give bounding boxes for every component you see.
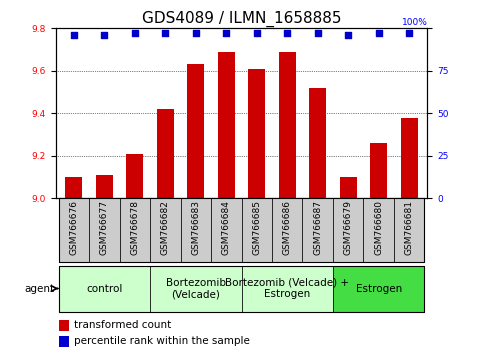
Point <box>253 30 261 36</box>
Point <box>131 30 139 36</box>
Bar <box>58 266 150 312</box>
Bar <box>340 177 356 198</box>
Point <box>222 30 230 36</box>
Text: GSM766678: GSM766678 <box>130 200 139 255</box>
Text: Bortezomib
(Velcade): Bortezomib (Velcade) <box>166 278 226 299</box>
Title: GDS4089 / ILMN_1658885: GDS4089 / ILMN_1658885 <box>142 11 341 27</box>
Text: GSM766679: GSM766679 <box>344 200 353 255</box>
Text: GSM766684: GSM766684 <box>222 200 231 255</box>
Text: control: control <box>86 284 123 293</box>
Text: GSM766676: GSM766676 <box>70 200 78 255</box>
Text: GSM766687: GSM766687 <box>313 200 322 255</box>
Text: agent: agent <box>24 284 54 293</box>
Bar <box>370 143 387 198</box>
Point <box>70 32 78 38</box>
Bar <box>218 52 235 198</box>
Text: GSM766686: GSM766686 <box>283 200 292 255</box>
Bar <box>127 154 143 198</box>
Bar <box>242 198 272 262</box>
Bar <box>309 88 326 198</box>
Text: GSM766681: GSM766681 <box>405 200 413 255</box>
Bar <box>211 198 242 262</box>
Bar <box>302 198 333 262</box>
Text: GSM766683: GSM766683 <box>191 200 200 255</box>
Bar <box>272 198 302 262</box>
Bar <box>394 198 425 262</box>
Point <box>284 30 291 36</box>
Point <box>192 30 199 36</box>
Point <box>161 30 169 36</box>
Point <box>344 32 352 38</box>
Bar <box>58 198 89 262</box>
Bar <box>89 198 120 262</box>
Bar <box>96 175 113 198</box>
Text: Estrogen: Estrogen <box>355 284 402 293</box>
Bar <box>59 336 69 347</box>
Text: GSM766682: GSM766682 <box>161 200 170 255</box>
Text: transformed count: transformed count <box>74 320 171 330</box>
Bar <box>66 177 82 198</box>
Text: GSM766680: GSM766680 <box>374 200 383 255</box>
Bar <box>248 69 265 198</box>
Bar <box>279 52 296 198</box>
Point <box>375 30 383 36</box>
Bar <box>333 266 425 312</box>
Point <box>100 32 108 38</box>
Bar <box>333 198 363 262</box>
Text: percentile rank within the sample: percentile rank within the sample <box>74 336 250 346</box>
Bar <box>363 198 394 262</box>
Text: Bortezomib (Velcade) +
Estrogen: Bortezomib (Velcade) + Estrogen <box>225 278 349 299</box>
Bar <box>120 198 150 262</box>
Text: GSM766685: GSM766685 <box>252 200 261 255</box>
Bar <box>187 64 204 198</box>
Text: GSM766677: GSM766677 <box>100 200 109 255</box>
Point <box>314 30 322 36</box>
Bar <box>150 198 181 262</box>
Bar <box>401 118 417 198</box>
Text: 100%: 100% <box>401 18 427 27</box>
Point <box>405 30 413 36</box>
Bar <box>150 266 242 312</box>
Bar <box>59 320 69 331</box>
Bar <box>242 266 333 312</box>
Bar <box>181 198 211 262</box>
Bar <box>157 109 174 198</box>
